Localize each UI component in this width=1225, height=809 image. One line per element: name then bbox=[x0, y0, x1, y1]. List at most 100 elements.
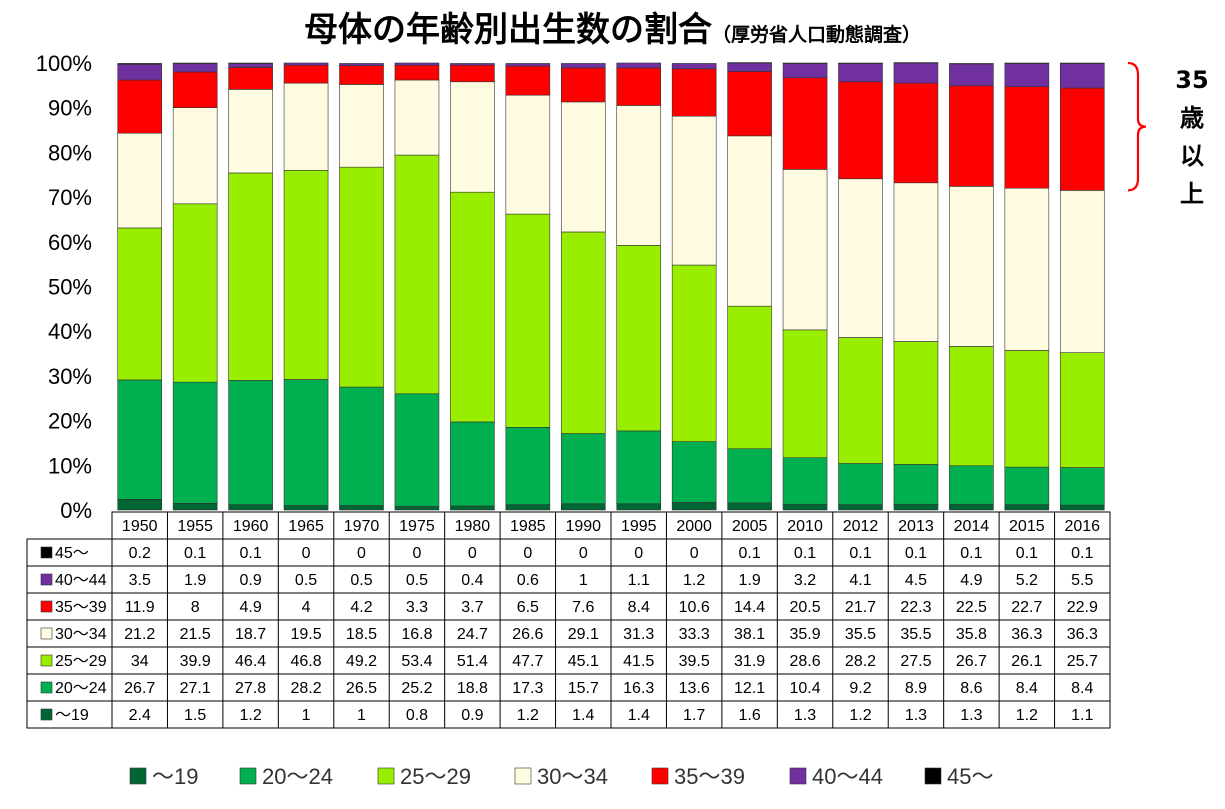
table-cell-value: 8.4 bbox=[1071, 680, 1093, 697]
bar-segment bbox=[394, 62, 440, 66]
bar-segment bbox=[394, 79, 440, 156]
table-cell-value: 31.3 bbox=[623, 626, 654, 643]
table-cell-value: 5.5 bbox=[1071, 572, 1093, 589]
table-cell-value: 2.4 bbox=[129, 707, 151, 724]
bar-segment bbox=[394, 393, 440, 507]
y-tick-label: 70% bbox=[48, 185, 92, 210]
table-cell-value: 46.8 bbox=[290, 653, 321, 670]
table-row-swatch bbox=[40, 600, 53, 613]
table-cell-value: 4.9 bbox=[960, 572, 982, 589]
table-cell-value: 20.5 bbox=[789, 599, 820, 616]
bar-segment bbox=[560, 101, 606, 233]
table-cell-value: 0.5 bbox=[406, 572, 428, 589]
bar-segment bbox=[450, 421, 495, 507]
age-35-plus-bracket bbox=[1127, 61, 1147, 192]
bar-segment bbox=[838, 337, 883, 464]
bar-segment bbox=[1059, 87, 1105, 191]
table-cell-value: 4.9 bbox=[239, 599, 261, 616]
table-year-label: 2000 bbox=[676, 518, 712, 535]
table-cell-value: 26.7 bbox=[956, 653, 987, 670]
table-cell-value: 26.5 bbox=[346, 680, 377, 697]
table-cell-value: 0.1 bbox=[905, 545, 927, 562]
annotation-text: 以 bbox=[1180, 142, 1204, 170]
bar-segment bbox=[339, 505, 384, 511]
table-cell-value: 0.1 bbox=[960, 545, 982, 562]
table-cell-value: 0.1 bbox=[1071, 545, 1093, 562]
bar-segment bbox=[671, 68, 717, 117]
bar-segment bbox=[949, 465, 994, 505]
bar-segment bbox=[949, 63, 994, 87]
table-cell-value: 1.9 bbox=[184, 572, 206, 589]
table-cell-value: 11.9 bbox=[125, 599, 155, 616]
table-year-label: 1995 bbox=[621, 518, 657, 535]
table-cell-value: 0.5 bbox=[350, 572, 372, 589]
bar-segment bbox=[560, 67, 606, 103]
bar-segment bbox=[560, 63, 606, 69]
legend-label: 30〜34 bbox=[537, 764, 608, 789]
table-cell-value: 31.9 bbox=[734, 653, 765, 670]
bar-segment bbox=[505, 63, 551, 67]
table-cell-value: 0.9 bbox=[461, 707, 483, 724]
table-cell-value: 10.6 bbox=[679, 599, 710, 616]
table-cell-value: 0 bbox=[579, 545, 588, 562]
table-row-swatch bbox=[40, 573, 53, 586]
bar-segment bbox=[228, 504, 273, 511]
table-cell-value: 18.5 bbox=[346, 626, 377, 643]
table-cell-value: 0 bbox=[523, 545, 532, 562]
table-year-label: 1960 bbox=[233, 518, 269, 535]
table-cell-value: 8.6 bbox=[960, 680, 982, 697]
table-row-label: 45〜 bbox=[55, 545, 89, 562]
table-cell-value: 1.3 bbox=[905, 707, 927, 724]
table-row-swatch bbox=[40, 654, 53, 667]
bar-segment bbox=[1059, 504, 1105, 511]
table-year-label: 1970 bbox=[344, 518, 380, 535]
table-cell-value: 1.4 bbox=[628, 707, 650, 724]
table-year-label: 1975 bbox=[399, 518, 435, 535]
bar-segment bbox=[450, 81, 495, 193]
bar-segment bbox=[1004, 350, 1050, 468]
bar-segment bbox=[727, 135, 772, 307]
table-cell-value: 3.3 bbox=[406, 599, 428, 616]
bar-segment bbox=[339, 65, 384, 85]
table-year-label: 2013 bbox=[898, 518, 934, 535]
legend-label: 40〜44 bbox=[812, 764, 883, 789]
table-cell-value: 25.2 bbox=[401, 680, 432, 697]
table-cell-value: 0.2 bbox=[129, 545, 151, 562]
table-cell-value: 41.5 bbox=[623, 653, 654, 670]
bar-segment bbox=[727, 71, 772, 137]
table-cell-value: 21.2 bbox=[124, 626, 155, 643]
table-cell-value: 26.1 bbox=[1011, 653, 1042, 670]
bar-segment bbox=[1004, 466, 1050, 505]
table-cell-value: 35.5 bbox=[845, 626, 876, 643]
table-cell-value: 4.1 bbox=[849, 572, 871, 589]
table-cell-value: 0 bbox=[302, 545, 311, 562]
bar-segment bbox=[893, 182, 939, 342]
annotation-text: 上 bbox=[1180, 180, 1204, 208]
legend-label: 25〜29 bbox=[400, 764, 471, 789]
table-cell-value: 22.9 bbox=[1067, 599, 1098, 616]
table-cell-value: 9.2 bbox=[849, 680, 871, 697]
table-cell-value: 1.2 bbox=[517, 707, 539, 724]
table-cell-value: 8.4 bbox=[628, 599, 650, 616]
table-year-label: 1955 bbox=[177, 518, 213, 535]
table-cell-value: 17.3 bbox=[512, 680, 543, 697]
y-tick-label: 50% bbox=[48, 275, 92, 300]
legend-swatch bbox=[651, 767, 669, 785]
bar-segment bbox=[1004, 504, 1050, 511]
bar-segment bbox=[339, 63, 384, 66]
legend-swatch bbox=[789, 767, 807, 785]
table-cell-value: 0.1 bbox=[184, 545, 206, 562]
table-cell-value: 28.6 bbox=[789, 653, 820, 670]
bar-segment bbox=[727, 305, 772, 450]
table-cell-value: 47.7 bbox=[512, 653, 543, 670]
table-cell-value: 21.5 bbox=[180, 626, 211, 643]
bar-segment bbox=[172, 381, 218, 504]
table-cell-value: 4 bbox=[302, 599, 311, 616]
table-cell-value: 0 bbox=[690, 545, 699, 562]
bar-segment bbox=[560, 231, 606, 434]
y-tick-label: 80% bbox=[48, 140, 92, 165]
table-cell-value: 1.3 bbox=[794, 707, 816, 724]
table-cell-value: 1.5 bbox=[184, 707, 206, 724]
table-row-swatch bbox=[40, 681, 53, 694]
bar-segment bbox=[893, 341, 939, 465]
